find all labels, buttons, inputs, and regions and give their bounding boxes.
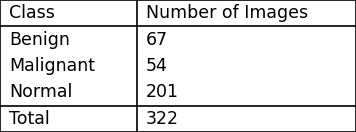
Text: Malignant: Malignant	[9, 57, 95, 75]
Text: 54: 54	[146, 57, 168, 75]
Text: 322: 322	[146, 110, 179, 128]
Text: Total: Total	[9, 110, 49, 128]
Text: Benign: Benign	[9, 31, 70, 49]
Text: Class: Class	[9, 4, 55, 22]
Text: Normal: Normal	[9, 83, 72, 101]
Text: Number of Images: Number of Images	[146, 4, 308, 22]
Text: 67: 67	[146, 31, 168, 49]
Text: 201: 201	[146, 83, 179, 101]
